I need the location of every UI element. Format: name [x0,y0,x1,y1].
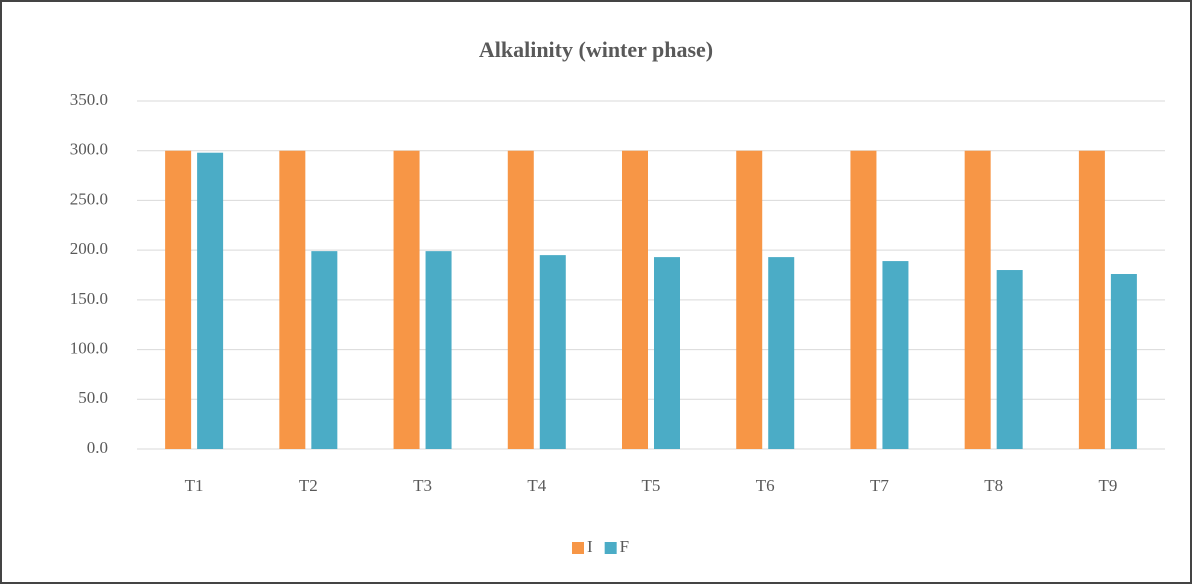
x-tick-label: T3 [413,476,432,495]
y-tick-label: 200.0 [70,239,108,258]
bar [622,150,648,449]
y-tick-label: 0.0 [87,438,108,457]
y-tick-label: 150.0 [70,289,108,308]
chart-title: Alkalinity (winter phase) [479,37,713,62]
bar [507,150,534,449]
x-tick-label: T6 [756,476,775,495]
legend-swatch [604,542,617,554]
legend-label: F [620,537,629,556]
bar [882,261,909,449]
y-tick-label: 100.0 [70,338,108,357]
bar [197,152,224,449]
bar [311,251,338,449]
bar [1078,150,1105,449]
y-tick-label: 300.0 [70,140,108,159]
bar [165,150,192,449]
x-tick-label: T2 [299,476,318,495]
x-tick-label: T4 [527,476,546,495]
bar [393,150,420,449]
bar [768,257,795,449]
bar [425,251,452,449]
x-tick-label: T9 [1098,476,1117,495]
bar [1110,274,1137,449]
bar [279,150,306,449]
bar [850,150,877,449]
x-tick-label: T5 [642,476,661,495]
bar [539,255,566,449]
bar [654,257,680,449]
x-tick-label: T1 [185,476,204,495]
y-tick-label: 350.0 [70,90,108,109]
legend-label: I [587,537,593,556]
bar [996,270,1023,449]
x-tick-label: T8 [984,476,1003,495]
legend-swatch [572,542,584,554]
bar [736,150,763,449]
bar [964,150,991,449]
x-tick-label: T7 [870,476,889,495]
y-tick-label: 50.0 [78,388,108,407]
y-tick-label: 250.0 [70,189,108,208]
